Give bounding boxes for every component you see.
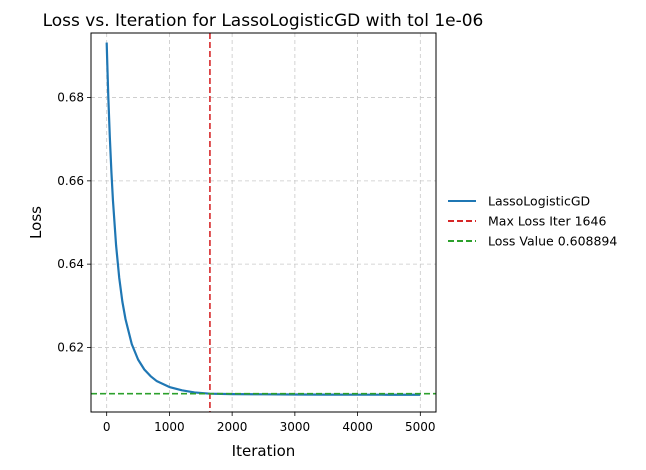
plot-area — [91, 33, 436, 412]
x-tick-label: 2000 — [217, 420, 248, 434]
legend-label: LassoLogisticGD — [488, 194, 590, 209]
x-axis-ticks: 0 1000 2000 3000 4000 5000 — [103, 412, 436, 434]
legend-label: Loss Value 0.608894 — [488, 234, 617, 249]
y-tick-label: 0.66 — [57, 174, 84, 188]
y-axis-label: Loss — [27, 206, 45, 239]
legend: LassoLogisticGD Max Loss Iter 1646 Loss Va… — [448, 194, 617, 249]
series-line-lassologisticgd — [105, 42, 421, 396]
y-tick-label: 0.68 — [57, 91, 84, 105]
y-axis-ticks: 0.62 0.64 0.66 0.68 — [57, 91, 91, 354]
x-tick-label: 0 — [103, 420, 111, 434]
axes-frame — [90, 32, 437, 413]
x-tick-label: 3000 — [280, 420, 311, 434]
y-tick-label: 0.64 — [57, 257, 84, 271]
x-tick-label: 5000 — [405, 420, 436, 434]
chart-title: Loss vs. Iteration for LassoLogisticGD w… — [43, 11, 484, 31]
legend-label: Max Loss Iter 1646 — [488, 214, 606, 229]
x-tick-label: 4000 — [342, 420, 373, 434]
y-tick-label: 0.62 — [57, 340, 84, 354]
x-tick-label: 1000 — [154, 420, 185, 434]
x-axis-label: Iteration — [232, 442, 296, 460]
grid — [91, 33, 436, 412]
